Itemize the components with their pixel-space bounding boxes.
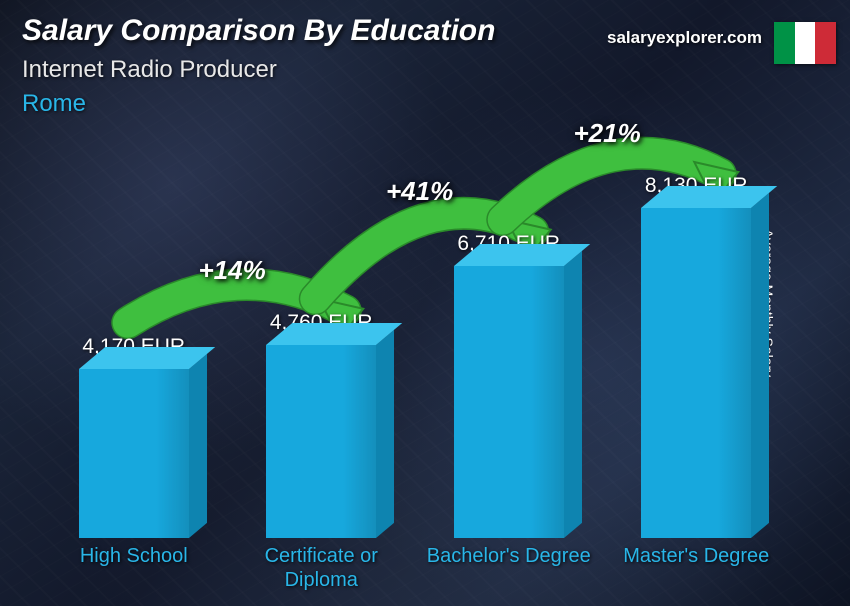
italy-flag-icon bbox=[774, 22, 836, 64]
bar-3d bbox=[454, 266, 564, 538]
bar-side-face bbox=[564, 251, 582, 538]
growth-percent-label: +14% bbox=[199, 255, 266, 286]
bar-side-face bbox=[376, 330, 394, 538]
flag-stripe-white bbox=[795, 22, 816, 64]
growth-percent-label: +21% bbox=[574, 118, 641, 149]
bar-group: 4,170 EUR bbox=[44, 335, 224, 538]
main-title: Salary Comparison By Education bbox=[22, 14, 495, 48]
bar-side-face bbox=[189, 354, 207, 538]
x-axis-labels: High SchoolCertificate or DiplomaBachelo… bbox=[40, 544, 790, 592]
flag-stripe-green bbox=[774, 22, 795, 64]
bar-3d bbox=[266, 345, 376, 538]
infographic-container: Salary Comparison By Education Internet … bbox=[0, 0, 850, 606]
bar-3d bbox=[79, 369, 189, 538]
bar-front-face bbox=[454, 266, 564, 538]
bar-chart: 4,170 EUR4,760 EUR6,710 EUR8,130 EUR +14… bbox=[40, 130, 790, 538]
flag-stripe-red bbox=[815, 22, 836, 64]
bar-side-face bbox=[751, 193, 769, 538]
site-watermark: salaryexplorer.com bbox=[607, 28, 762, 48]
bar-group: 8,130 EUR bbox=[606, 174, 786, 538]
bar-3d bbox=[641, 208, 751, 538]
x-axis-category-label: Certificate or Diploma bbox=[231, 544, 411, 592]
bar-group: 6,710 EUR bbox=[419, 232, 599, 538]
x-axis-category-label: Master's Degree bbox=[606, 544, 786, 592]
x-axis-category-label: High School bbox=[44, 544, 224, 592]
x-axis-category-label: Bachelor's Degree bbox=[419, 544, 599, 592]
bar-front-face bbox=[79, 369, 189, 538]
bar-front-face bbox=[641, 208, 751, 538]
bar-front-face bbox=[266, 345, 376, 538]
growth-percent-label: +41% bbox=[386, 176, 453, 207]
bar-group: 4,760 EUR bbox=[231, 311, 411, 538]
